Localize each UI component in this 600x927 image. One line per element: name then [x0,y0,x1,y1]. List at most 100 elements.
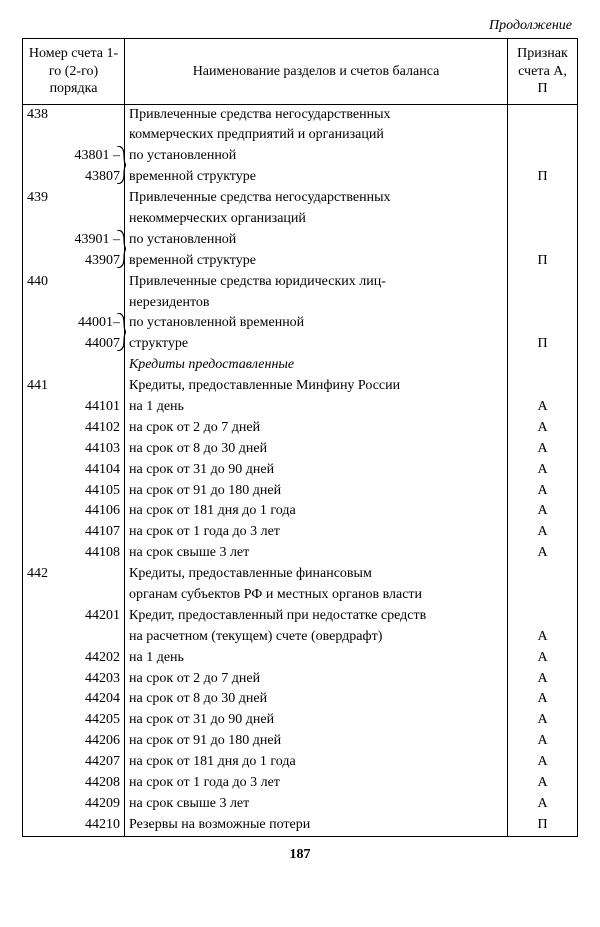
account-level2: 44209 [65,794,125,815]
account-sign: А [508,460,578,481]
table-row: нерезидентов [23,293,578,314]
table-row: 44210Резервы на возможные потериП [23,815,578,836]
account-level1 [23,481,65,502]
account-sign: А [508,543,578,564]
account-sign [508,209,578,230]
account-level2 [65,627,125,648]
account-sign: А [508,794,578,815]
account-level1: 439 [23,188,65,209]
account-level2: 44107 [65,522,125,543]
account-name: на 1 день [125,397,508,418]
account-name: Кредиты, предоставленные финансовым [125,564,508,585]
account-sign [508,104,578,125]
table-row: 44107на срок от 1 года до 3 летА [23,522,578,543]
account-sign: П [508,334,578,355]
account-level2: 44210 [65,815,125,836]
account-name: на срок от 31 до 90 дней [125,460,508,481]
account-name: на срок от 2 до 7 дней [125,418,508,439]
section-title: Кредиты предоставленные [125,355,508,376]
account-level1 [23,460,65,481]
table-row: 440Привлеченные средства юридических лиц… [23,272,578,293]
table-row: 439 Привлеченные средства негосударственн… [23,188,578,209]
account-name: Привлеченные средства негосударственных [125,104,508,125]
account-sign [508,376,578,397]
continuation-label: Продолжение [22,18,578,34]
account-name: на срок от 91 до 180 дней [125,731,508,752]
accounts-table: Номер счета 1-го (2-го) порядка Наименов… [22,38,578,837]
account-sign [508,188,578,209]
account-sign [508,125,578,146]
account-name: на срок от 8 до 30 дней [125,689,508,710]
account-sign: А [508,731,578,752]
header-number: Номер счета 1-го (2-го) порядка [23,39,125,105]
account-level1: 441 [23,376,65,397]
account-name: Привлеченные средства негосударственных [125,188,508,209]
account-level1 [23,146,65,167]
account-level2: 44202 [65,648,125,669]
account-level1 [23,522,65,543]
table-row: 44205на срок от 31 до 90 днейА [23,710,578,731]
account-name: на срок от 1 года до 3 лет [125,522,508,543]
table-row: некоммерческих организаций [23,209,578,230]
table-row: 43801 –по установленной [23,146,578,167]
account-name: на срок от 31 до 90 дней [125,710,508,731]
account-level2: 44102 [65,418,125,439]
account-level1 [23,710,65,731]
account-sign [508,146,578,167]
account-level2: 44204 [65,689,125,710]
table-row: на расчетном (текущем) счете (овердрафт)… [23,627,578,648]
account-level1 [23,501,65,522]
account-name: временной структуре [125,251,508,272]
account-name: Резервы на возможные потери [125,815,508,836]
account-level2 [65,293,125,314]
account-level2: 44201 [65,606,125,627]
account-sign [508,230,578,251]
account-level2 [65,209,125,230]
account-level1: 438 [23,104,65,125]
table-row: 44209на срок свыше 3 летА [23,794,578,815]
table-row: 44101на 1 деньА [23,397,578,418]
account-level2 [65,104,125,125]
account-sign: А [508,522,578,543]
account-level2: 44207 [65,752,125,773]
table-row: 44204на срок от 8 до 30 днейА [23,689,578,710]
account-sign: П [508,251,578,272]
table-row: 442Кредиты, предоставленные финансовым [23,564,578,585]
account-sign [508,313,578,334]
account-level1 [23,293,65,314]
table-row: 44206на срок от 91 до 180 днейА [23,731,578,752]
account-name: на срок от 2 до 7 дней [125,669,508,690]
account-name: на срок свыше 3 лет [125,794,508,815]
table-row: 441 Кредиты, предоставленные Минфину Росс… [23,376,578,397]
header-sign: Признак счета А, П [508,39,578,105]
table-row: 44202на 1 деньА [23,648,578,669]
account-level2: 44105 [65,481,125,502]
account-level1 [23,439,65,460]
table-row: 44108на срок свыше 3 летА [23,543,578,564]
table-row: 44207на срок от 181 дня до 1 годаА [23,752,578,773]
account-level2: 44206 [65,731,125,752]
account-level2: 44103 [65,439,125,460]
account-sign: А [508,627,578,648]
account-level2 [65,585,125,606]
account-level1 [23,648,65,669]
account-level2: 43807 [65,167,125,188]
account-level1 [23,752,65,773]
account-level2 [65,188,125,209]
account-sign: П [508,815,578,836]
account-name: Привлеченные средства юридических лиц- [125,272,508,293]
table-row: 44208на срок от 1 года до 3 летА [23,773,578,794]
account-sign: А [508,752,578,773]
account-level1 [23,334,65,355]
account-level1 [23,815,65,836]
account-sign: А [508,418,578,439]
table-row: 44201Кредит, предоставленный при недоста… [23,606,578,627]
table-row: 44105на срок от 91 до 180 днейА [23,481,578,502]
account-name: Кредиты, предоставленные Минфину России [125,376,508,397]
account-name: на 1 день [125,648,508,669]
account-sign: А [508,773,578,794]
account-level1 [23,355,65,376]
account-level1 [23,167,65,188]
table-row: 43901 –по установленной [23,230,578,251]
account-sign [508,355,578,376]
